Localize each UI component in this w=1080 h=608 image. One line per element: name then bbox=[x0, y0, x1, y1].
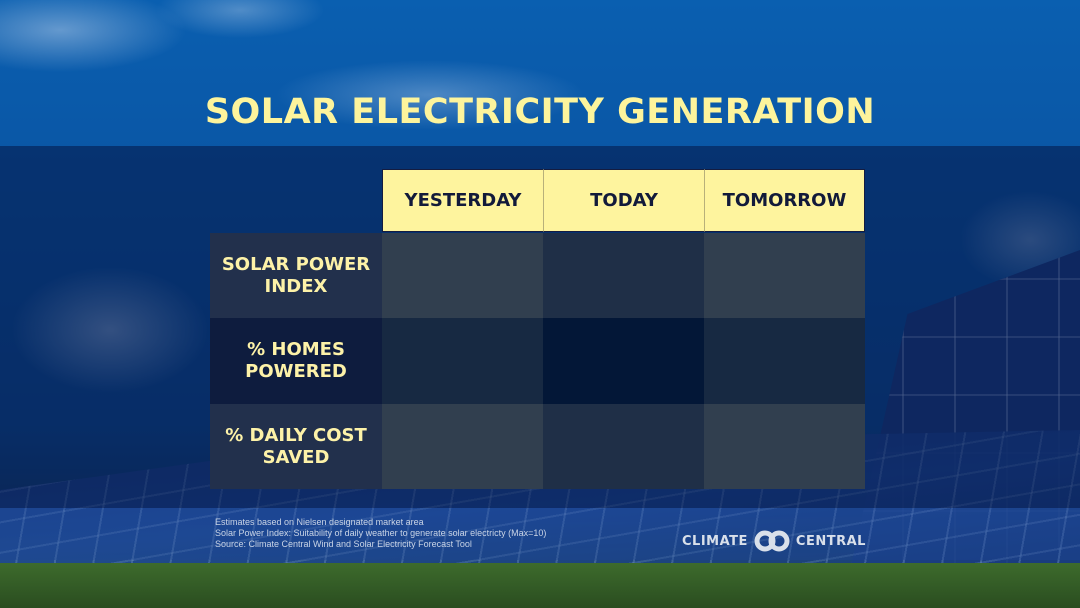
row-label-daily-cost-saved: % DAILY COST SAVED bbox=[210, 404, 382, 489]
cell-spi-yesterday bbox=[382, 233, 543, 318]
footnotes: Estimates based on Nielsen designated ma… bbox=[215, 517, 546, 550]
cell-cost-today bbox=[543, 404, 704, 489]
footer-band bbox=[0, 508, 1080, 560]
cell-homes-yesterday bbox=[382, 318, 543, 404]
cell-homes-tomorrow bbox=[704, 318, 865, 404]
footnote-spi-definition: Solar Power Index: Suitability of daily … bbox=[215, 528, 547, 538]
cell-spi-tomorrow bbox=[704, 233, 865, 318]
cell-homes-today bbox=[543, 318, 704, 404]
footnote-market-area: Estimates based on Nielsen designated ma… bbox=[215, 517, 424, 527]
logo-text-right: CENTRAL bbox=[795, 533, 866, 549]
row-label-homes-powered: % HOMES POWERED bbox=[210, 318, 382, 404]
footnote-source: Source: Climate Central Wind and Solar E… bbox=[215, 539, 472, 549]
climate-central-logo: CLIMATE CENTRAL bbox=[682, 530, 866, 552]
row-label-solar-power-index: SOLAR POWER INDEX bbox=[210, 233, 382, 318]
column-header-tomorrow: TOMORROW bbox=[704, 169, 865, 232]
column-header-today: TODAY bbox=[543, 169, 705, 232]
page-title: SOLAR ELECTRICITY GENERATION bbox=[204, 92, 876, 132]
cell-cost-tomorrow bbox=[704, 404, 865, 489]
forecast-table: YESTERDAY TODAY TOMORROW SOLAR POWER INDE… bbox=[210, 169, 865, 489]
interlocking-rings-icon bbox=[754, 530, 790, 552]
logo-text-left: CLIMATE bbox=[682, 533, 748, 549]
background-grass bbox=[0, 563, 1080, 608]
cell-spi-today bbox=[543, 233, 704, 318]
cell-cost-yesterday bbox=[382, 404, 543, 489]
column-header-yesterday: YESTERDAY bbox=[382, 169, 544, 232]
